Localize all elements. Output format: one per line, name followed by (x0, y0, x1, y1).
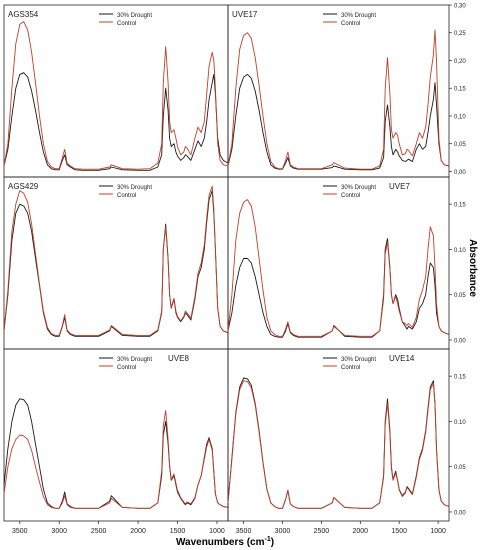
panel-uve8: UVE8 30% Drought Control 3500 3000 2500 2000 15… (3, 348, 229, 535)
panel-title: UVE8 (168, 354, 189, 363)
series-line (3, 410, 229, 509)
x-axis-label-end: ) (271, 537, 274, 548)
series-line (3, 185, 229, 336)
x-tick-label: 1000 (209, 528, 225, 535)
y-tick-label: 0,10 (454, 114, 466, 120)
panel-uve17: UVE17 30% Drought Control 0,00 0,05 0,10 0,15 0… (227, 4, 466, 178)
legend-label: 30% Drought (341, 13, 376, 19)
panel-frame (227, 348, 450, 522)
legend-label: 30% Drought (341, 357, 376, 363)
panel-uve14: UVE14 30% Drought Control 3500 3000 2500 2000 1… (227, 348, 466, 535)
panel-grid: AGS354 30% Drought Control UVE17 30% Drought… (3, 4, 466, 535)
series-line (3, 72, 229, 171)
panel-title: AGS354 (8, 10, 39, 19)
y-tick-label: 0,15 (454, 87, 466, 93)
panel-title: UVE7 (389, 182, 410, 191)
x-tick-label: 3500 (12, 528, 28, 535)
x-tick-label: 1500 (391, 528, 407, 535)
legend-label: 30% Drought (117, 13, 152, 19)
y-tick-label: 0,00 (454, 170, 466, 176)
x-tick-label: 1000 (430, 528, 446, 535)
x-tick-label: 2500 (314, 528, 330, 535)
panel-ags354: AGS354 30% Drought Control (3, 4, 229, 178)
legend-label: Control (341, 365, 360, 371)
series-line (227, 29, 450, 170)
series-line (227, 380, 450, 509)
legend-label: Control (117, 193, 136, 199)
y-axis-label: Absorbance (467, 239, 478, 297)
x-tick-label: 2000 (130, 528, 146, 535)
y-tick-label: 0.15 (454, 375, 466, 381)
y-tick-label: 0.15 (454, 203, 466, 209)
panel-title: AGS429 (8, 182, 39, 191)
legend-label: Control (117, 21, 136, 27)
x-tick-label: 3000 (51, 528, 67, 535)
y-tick-label: 0,30 (454, 4, 466, 10)
y-tick-label: 0,25 (454, 31, 466, 37)
y-tick-label: 0.10 (454, 420, 466, 426)
y-tick-label: 0.05 (454, 465, 466, 471)
y-tick-label: 0,05 (454, 142, 466, 148)
legend-label: 30% Drought (341, 185, 376, 191)
panel-uve7: UVE7 30% Drought Control 0.00 0.05 0.10 0.15 (227, 176, 466, 350)
panel-title: UVE17 (232, 10, 258, 19)
panel-frame (3, 348, 229, 522)
y-tick-label: 0,20 (454, 59, 466, 65)
y-tick-label: 0.00 (454, 510, 466, 516)
series-line (227, 377, 450, 509)
panel-title: UVE14 (389, 354, 415, 363)
series-line (3, 21, 229, 170)
x-tick-label: 3500 (236, 528, 252, 535)
legend-label: Control (341, 21, 360, 27)
x-tick-label: 3000 (275, 528, 291, 535)
series-line (3, 398, 229, 509)
x-tick-label: 1500 (170, 528, 186, 535)
y-tick-label: 0.05 (454, 293, 466, 299)
legend-label: Control (341, 193, 360, 199)
series-line (3, 190, 229, 337)
series-line (227, 238, 450, 338)
series-line (227, 73, 450, 171)
panel-ags429: AGS429 30% Drought Control (3, 176, 229, 350)
series-line (227, 199, 450, 337)
y-tick-label: 0.10 (454, 248, 466, 254)
x-tick-label: 2500 (91, 528, 107, 535)
x-tick-label: 2000 (352, 528, 368, 535)
x-axis-label: Wavenumbers (cm-1) (176, 536, 274, 548)
legend-label: 30% Drought (117, 185, 152, 191)
panel-frame (3, 176, 229, 350)
y-tick-label: 0.00 (454, 338, 466, 344)
x-axis-label-sup: -1 (264, 536, 270, 543)
legend-label: Control (117, 365, 136, 371)
x-axis-label-main: Wavenumbers (cm (176, 537, 265, 548)
legend-label: 30% Drought (117, 357, 152, 363)
